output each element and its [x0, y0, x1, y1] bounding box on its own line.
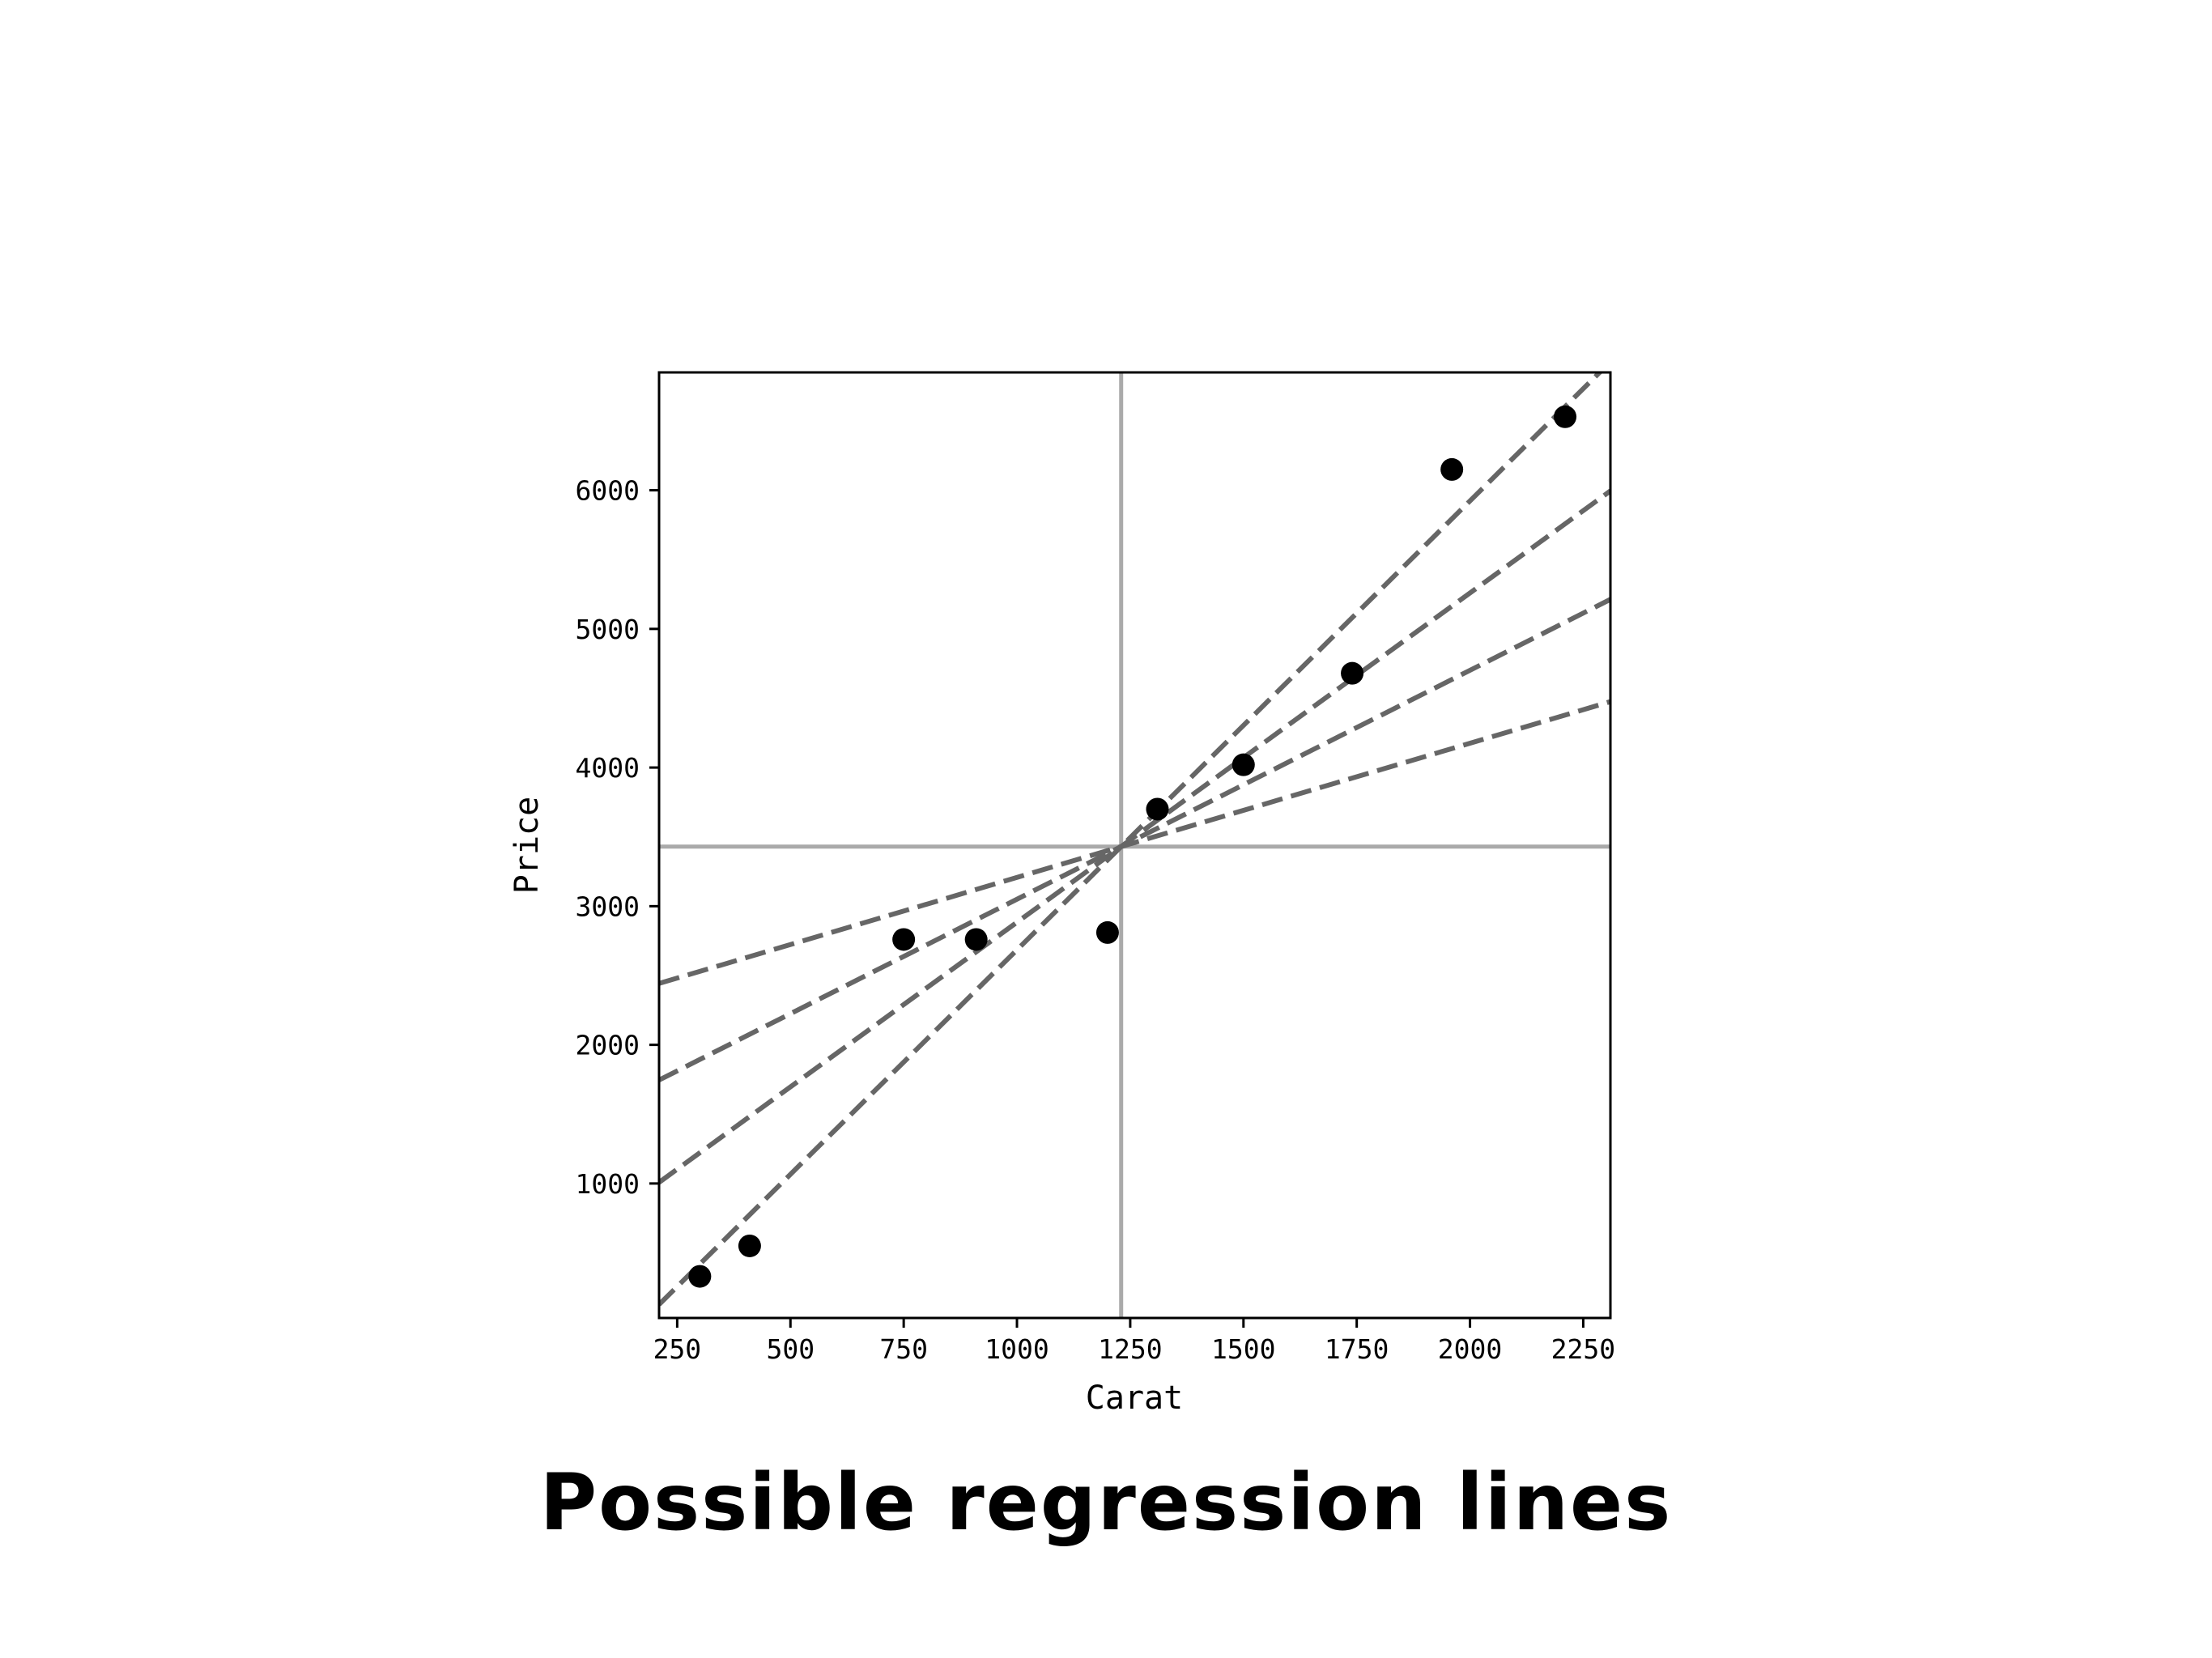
data-point-9: [1440, 457, 1464, 481]
x-tick-label: 2000: [1438, 1333, 1502, 1365]
regression-line-2: [659, 597, 1610, 1082]
y-tick-label: 3000: [576, 891, 640, 922]
x-tick-label: 750: [879, 1333, 928, 1365]
y-tick-label: 5000: [576, 614, 640, 645]
x-tick-label: 2250: [1551, 1333, 1615, 1365]
y-tick-label: 1000: [576, 1168, 640, 1200]
x-tick-label: 250: [653, 1333, 702, 1365]
y-tick-label: 4000: [576, 752, 640, 784]
plot-frame: [657, 371, 1612, 1320]
x-tick-label: 1000: [985, 1333, 1049, 1365]
x-tick-label: 1250: [1098, 1333, 1162, 1365]
data-point-2: [738, 1234, 761, 1257]
regression-line-1: [659, 699, 1610, 986]
data-point-1: [688, 1265, 712, 1288]
figure-caption: Possible regression lines: [539, 1457, 1673, 1548]
data-point-3: [892, 928, 916, 951]
data-point-4: [964, 928, 988, 951]
regression-line-3: [659, 488, 1610, 1184]
data-point-7: [1231, 753, 1255, 776]
x-axis-title: Carat: [1086, 1380, 1183, 1417]
y-tick-label: 2000: [576, 1030, 640, 1061]
regression-line-4: [659, 372, 1603, 1307]
x-tick-label: 1750: [1325, 1333, 1389, 1365]
data-point-10: [1554, 405, 1577, 428]
data-point-6: [1146, 797, 1169, 821]
x-tick-label: 500: [766, 1333, 815, 1365]
y-tick-label: 6000: [576, 475, 640, 507]
data-point-5: [1095, 920, 1119, 944]
data-point-8: [1341, 661, 1364, 685]
y-axis-title: Price: [508, 797, 546, 894]
x-tick-label: 1500: [1211, 1333, 1275, 1365]
